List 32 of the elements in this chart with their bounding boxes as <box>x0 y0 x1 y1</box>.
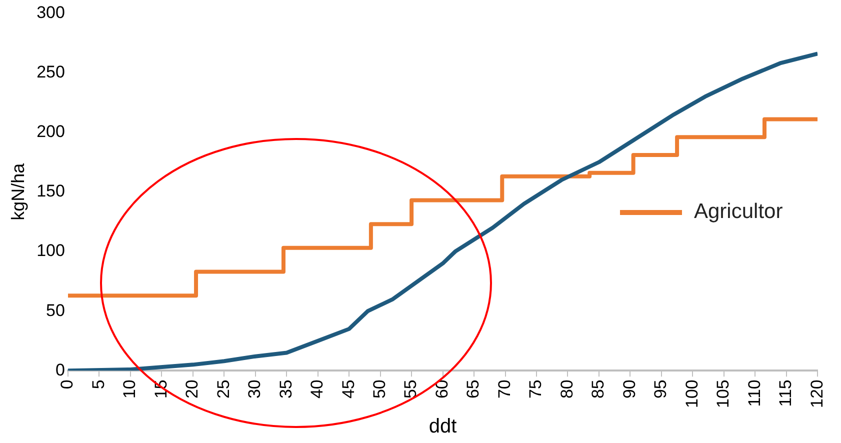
legend-label: Agricultor <box>694 200 783 224</box>
x-tick-label: 70 <box>494 380 514 399</box>
x-tick-label: 110 <box>744 380 764 407</box>
y-tick-label: 100 <box>36 241 65 260</box>
x-tick-label: 45 <box>338 380 358 399</box>
y-tick-label: 300 <box>36 2 65 22</box>
x-tick-label: 5 <box>88 380 108 390</box>
y-tick-label: 200 <box>36 122 65 142</box>
x-tick-label: 35 <box>276 380 296 399</box>
x-tick-label: 65 <box>464 380 483 399</box>
x-tick-label: 20 <box>182 380 202 399</box>
x-tick-label: 120 <box>807 380 826 408</box>
x-tick-label: 85 <box>588 380 608 399</box>
y-tick-label: 150 <box>36 182 65 201</box>
x-tick-label: 40 <box>308 380 327 399</box>
x-tick-label: 0 <box>58 380 77 390</box>
y-axis-title: kgN/ha <box>8 162 28 220</box>
x-tick-label: 115 <box>776 380 796 407</box>
x-tick-label: 75 <box>526 380 546 399</box>
x-tick-label: 80 <box>557 380 576 399</box>
x-tick-label: 25 <box>214 380 233 399</box>
x-tick-label: 10 <box>120 380 140 399</box>
x-tick-label: 30 <box>245 380 264 399</box>
x-tick-label: 100 <box>682 380 702 408</box>
x-tick-label: 50 <box>370 380 389 399</box>
x-tick-label: 55 <box>401 380 420 399</box>
x-tick-label: 90 <box>620 380 639 399</box>
x-axis-title: ddt <box>428 416 458 438</box>
y-tick-label: 50 <box>46 300 65 320</box>
y-tick-label: 250 <box>36 62 65 82</box>
x-tick-label: 95 <box>651 380 670 399</box>
x-tick-label: 105 <box>714 380 733 408</box>
